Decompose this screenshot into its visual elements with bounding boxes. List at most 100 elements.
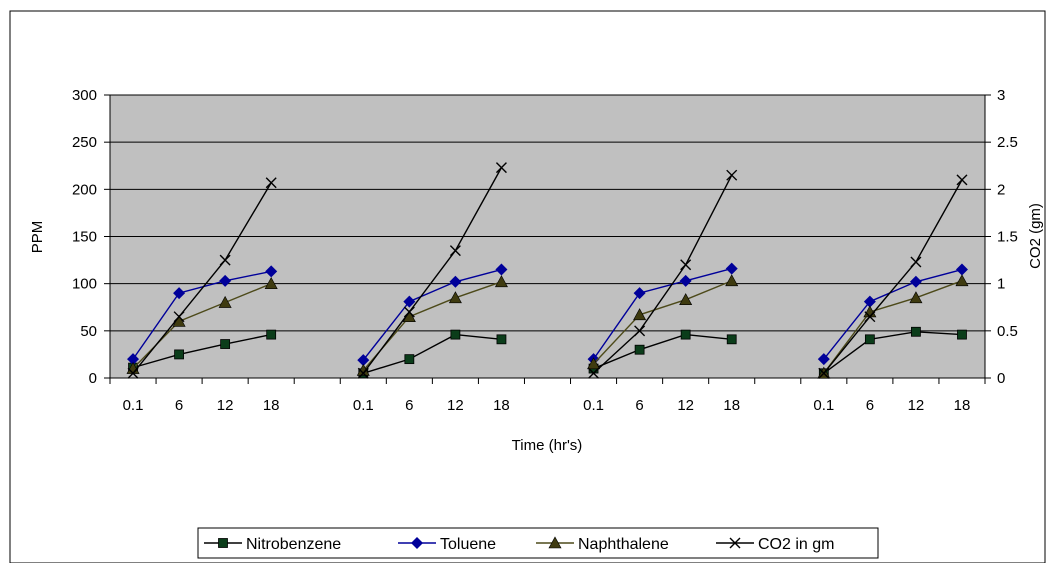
data-point: [818, 367, 830, 379]
x-tick-label: 0.1: [353, 397, 374, 414]
legend-item: Toluene: [398, 536, 496, 553]
y2-tick-label: 3: [997, 87, 1005, 104]
legend-item: Naphthalene: [536, 536, 669, 553]
data-point: [729, 537, 741, 549]
data-point: [220, 339, 231, 349]
data-point: [633, 308, 647, 321]
legend-label: CO2 in gm: [758, 536, 834, 553]
data-point: [404, 354, 415, 365]
y2-tick-label: 0: [997, 370, 1005, 387]
y-tick-label: 250: [72, 134, 97, 151]
data-point: [218, 295, 232, 308]
gridlines: [110, 94, 985, 332]
series-line: [362, 167, 503, 374]
data-point: [726, 169, 738, 181]
series-line: [593, 333, 732, 370]
x-tick-label: 18: [723, 397, 740, 414]
data-point: [911, 326, 921, 337]
data-point: [127, 367, 139, 379]
y2-tick-label: 1: [997, 276, 1005, 293]
y2-axis-label: CO2 (gm): [1027, 203, 1044, 269]
y-axis-left-ticks: 0 50 100 150 200 250 300: [72, 87, 110, 387]
y-axis-right-ticks: 0 0.5 1 1.5 2 2.5 3: [985, 87, 1018, 387]
x-tick-label: 6: [866, 397, 874, 414]
data-point: [726, 334, 737, 345]
x-tick-label: 6: [175, 397, 183, 414]
data-point: [588, 367, 600, 379]
y-tick-label: 100: [72, 276, 97, 293]
series-line: [823, 280, 963, 374]
x-tick-label: 18: [493, 397, 510, 414]
data-point: [495, 263, 508, 276]
data-point: [448, 291, 462, 304]
data-point: [494, 275, 508, 288]
data-point: [173, 287, 186, 300]
data-point: [725, 274, 739, 287]
legend-item: Nitrobenzene: [204, 536, 341, 553]
data-point: [909, 291, 923, 304]
x-tick-label: 12: [217, 397, 234, 414]
data-point: [449, 275, 462, 288]
data-point: [265, 265, 278, 278]
y-axis-label: PPM: [29, 221, 46, 254]
data-point: [127, 353, 140, 366]
y-tick-label: 150: [72, 229, 97, 246]
data-point: [955, 263, 968, 276]
series-line: [593, 280, 732, 365]
x-tick-label: 12: [677, 397, 694, 414]
data-point: [403, 295, 416, 308]
x-tick-label: 0.1: [813, 397, 834, 414]
data-point: [817, 353, 830, 366]
legend-item: CO2 in gm: [716, 536, 834, 553]
x-axis-label: Time (hr's): [512, 437, 583, 454]
series-line: [132, 333, 272, 369]
data-point: [956, 174, 968, 186]
data-point: [863, 295, 876, 308]
data-point: [219, 274, 232, 287]
data-point: [450, 329, 461, 340]
data-point: [955, 274, 969, 287]
y2-tick-label: 2.5: [997, 134, 1018, 151]
data-point: [587, 357, 601, 370]
x-tick-label: 12: [447, 397, 464, 414]
legend-label: Naphthalene: [578, 536, 669, 553]
x-tick-label: 6: [635, 397, 643, 414]
data-point: [679, 274, 692, 287]
data-point: [357, 354, 370, 367]
data-point: [496, 334, 507, 345]
data-point: [548, 536, 562, 549]
x-axis-ticks: 0.1 6 12 18 0.1 6 12 18 0.1 6 12 18 0.1 6 12 18: [109, 378, 986, 414]
y2-tick-label: 0.5: [997, 323, 1018, 340]
y2-tick-label: 2: [997, 181, 1005, 198]
x-tick-label: 18: [954, 397, 971, 414]
series-co2-in-gm: [127, 162, 968, 379]
y2-tick-label: 1.5: [997, 229, 1018, 246]
data-point: [725, 262, 738, 275]
data-point: [680, 329, 691, 340]
y-tick-label: 50: [80, 323, 97, 340]
data-point: [218, 538, 228, 548]
series-line: [823, 268, 963, 360]
series-naphthalene: [126, 274, 969, 379]
series-line: [592, 267, 732, 360]
x-tick-label: 0.1: [123, 397, 144, 414]
data-point: [864, 311, 876, 323]
data-point: [357, 367, 369, 379]
series-line: [362, 268, 502, 361]
data-point: [633, 287, 646, 300]
data-point: [449, 245, 461, 257]
data-point: [411, 537, 423, 549]
series-line: [823, 331, 963, 374]
data-point: [864, 334, 875, 345]
y-tick-label: 200: [72, 181, 97, 198]
x-tick-label: 6: [405, 397, 413, 414]
series-line: [132, 182, 272, 374]
data-point: [174, 349, 184, 360]
data-point: [957, 329, 967, 340]
data-point: [679, 293, 693, 306]
series-group: [126, 162, 969, 379]
data-point: [264, 277, 278, 289]
data-point: [634, 344, 645, 355]
